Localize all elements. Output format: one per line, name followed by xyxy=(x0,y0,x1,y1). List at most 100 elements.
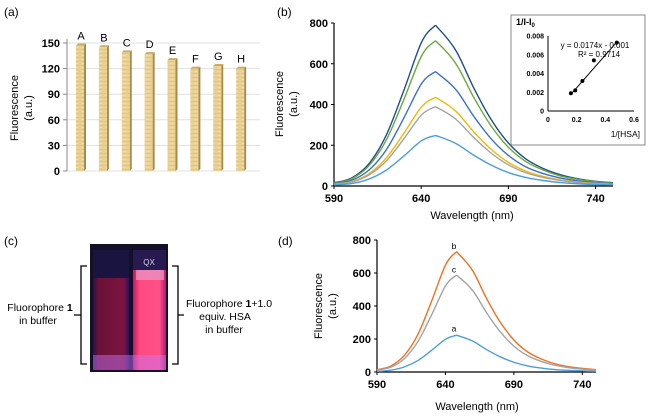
y-tick-label: 200 xyxy=(353,334,371,346)
bar-side xyxy=(175,58,178,171)
y-tick-label: 400 xyxy=(353,301,371,313)
series-line-5 xyxy=(333,134,614,186)
bar-H xyxy=(236,68,245,171)
bar-side xyxy=(244,66,247,171)
x-tick-label: 740 xyxy=(573,379,591,391)
inset-y-title: 1/I-I0 xyxy=(516,17,536,29)
line-chart-b: Fluorescence (a.u.) Wavelength (nm) 0 200… xyxy=(274,18,614,222)
left-caption-line1: Fluorophore 1 xyxy=(7,302,73,314)
bar-side xyxy=(129,50,132,171)
bar-label: A xyxy=(77,31,85,43)
fit-r2: R² = 0.9714 xyxy=(578,50,621,59)
inset-x-tick-label: 0.2 xyxy=(572,117,582,124)
y-axis-unit: (a.u.) xyxy=(327,293,339,319)
bar-side xyxy=(152,52,155,171)
cuvette-photo: QX Fluorophore 1 in buffer Fluorophore 1… xyxy=(7,244,272,372)
series-label-c: c xyxy=(452,264,457,274)
bar-label: C xyxy=(123,37,131,49)
y-tick-label: 0 xyxy=(54,166,60,178)
bar-A xyxy=(76,45,84,172)
x-axis-title: Wavelength (nm) xyxy=(435,401,518,413)
bar-label: H xyxy=(237,54,245,66)
panel-label-d: (d) xyxy=(278,234,293,248)
right-caption-line1: Fluorophore 1+1.0 xyxy=(186,298,272,310)
bar-label: G xyxy=(214,51,223,63)
right-bracket xyxy=(172,265,184,365)
data-point xyxy=(573,88,578,93)
bar-side xyxy=(221,64,224,171)
series-line-1 xyxy=(333,40,614,184)
panel-label-a: (a) xyxy=(4,5,19,19)
left-caption-line2: in buffer xyxy=(19,315,57,327)
inset-y-tick-label: 0.008 xyxy=(526,34,544,41)
series-label-a: a xyxy=(452,324,457,334)
series-line-4 xyxy=(333,106,614,186)
y-tick-label: 600 xyxy=(353,268,371,280)
y-axis-unit: (a.u.) xyxy=(288,91,300,117)
series-line-2 xyxy=(333,71,614,185)
bar-side xyxy=(106,45,109,172)
data-point xyxy=(591,58,596,63)
bar-top xyxy=(98,45,109,48)
series-line-b xyxy=(376,251,597,371)
bar-D xyxy=(144,54,153,171)
panel-label-c: (c) xyxy=(4,234,18,248)
inset-x-tick-label: 0.6 xyxy=(629,117,639,124)
bar-label: F xyxy=(192,54,199,66)
inset-x-title: 1/[HSA] xyxy=(611,129,640,139)
y-tick-label: 200 xyxy=(310,140,328,152)
bar-top xyxy=(236,66,247,69)
bar-top xyxy=(213,64,224,67)
data-point xyxy=(614,40,619,45)
bar-C xyxy=(121,52,130,171)
series-label-b: b xyxy=(452,241,457,251)
y-axis-title: Fluorescence xyxy=(274,71,286,137)
y-tick-label: 30 xyxy=(48,140,60,152)
y-tick-label: 90 xyxy=(48,89,60,101)
x-tick-label: 690 xyxy=(499,193,517,205)
y-tick-label: 150 xyxy=(42,38,60,50)
bar-label: D xyxy=(146,39,154,51)
bar-top xyxy=(121,50,132,53)
bar-side xyxy=(84,43,86,172)
y-tick-label: 600 xyxy=(310,59,328,71)
x-tick-label: 740 xyxy=(586,193,604,205)
fit-equation: y = 0.0174x - 0.001 xyxy=(561,41,630,50)
inset-x-tick-label: 0 xyxy=(546,117,550,124)
data-point xyxy=(568,91,573,96)
bar-E xyxy=(167,60,176,171)
inset-scatter: 1/I-I0 y = 0.0174x - 0.001 R² = 0.9714 1… xyxy=(510,14,646,146)
y-axis-unit: (a.u.) xyxy=(23,95,35,121)
x-tick-label: 640 xyxy=(436,379,454,391)
bar-label: B xyxy=(100,32,107,44)
inset-y-tick-label: 0.004 xyxy=(526,71,544,78)
y-tick-label: 0 xyxy=(322,181,328,193)
bar-B xyxy=(98,47,107,172)
x-tick-label: 690 xyxy=(505,379,523,391)
right-caption-line3: in buffer xyxy=(205,324,243,336)
y-tick-label: 120 xyxy=(42,64,60,76)
inset-frame xyxy=(510,14,646,146)
inset-y-tick-label: 0.002 xyxy=(526,90,544,97)
x-tick-label: 590 xyxy=(368,379,386,391)
bar-F xyxy=(190,68,199,171)
bar-G xyxy=(213,66,222,171)
cuvette-label: QX xyxy=(143,258,155,267)
fit-line xyxy=(570,41,618,95)
series-line-0 xyxy=(333,24,614,184)
bar-chart-a: Fluorescence (a.u.) 0 30 60 90 120 150 A B C D E F G… xyxy=(9,31,260,178)
inset-y-tick-label: 0.006 xyxy=(526,52,544,59)
inset-y-tick-label: 0 xyxy=(540,109,544,116)
bar-top xyxy=(190,66,201,69)
x-axis-title: Wavelength (nm) xyxy=(430,210,513,222)
x-tick-label: 590 xyxy=(325,193,343,205)
inset-x-tick-label: 0.4 xyxy=(600,117,610,124)
y-tick-label: 60 xyxy=(48,115,60,127)
x-tick-label: 640 xyxy=(412,193,430,205)
y-tick-label: 800 xyxy=(353,235,371,247)
panel-label-b: (b) xyxy=(277,5,292,19)
y-tick-label: 0 xyxy=(365,367,371,379)
bar-top xyxy=(167,58,178,61)
line-chart-d: Fluorescence (a.u.) Wavelength (nm) 0 200… xyxy=(313,235,597,413)
data-point xyxy=(580,79,585,83)
